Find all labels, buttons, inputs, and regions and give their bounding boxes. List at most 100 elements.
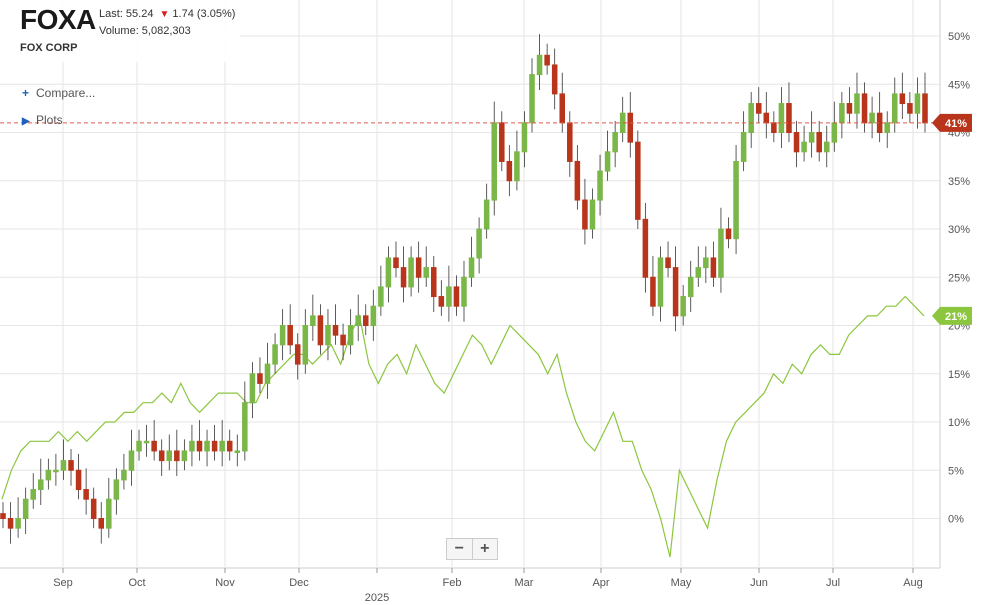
- zoom-control: − +: [446, 538, 498, 560]
- candle-body: [294, 344, 301, 365]
- candle-body: [559, 93, 566, 124]
- candle-body: [529, 74, 535, 124]
- candle: [166, 434, 173, 471]
- candle-body: [310, 315, 316, 327]
- candle: [869, 96, 875, 139]
- candle: [332, 304, 339, 345]
- y-tick-label: 50%: [948, 31, 970, 43]
- candle-body: [234, 450, 241, 453]
- candle: [529, 58, 535, 133]
- candle-body: [846, 103, 853, 114]
- candle-body: [544, 54, 550, 66]
- zoom-in-button[interactable]: +: [471, 539, 498, 559]
- candle: [453, 275, 460, 316]
- candle-body: [831, 122, 838, 143]
- candle-body: [725, 228, 732, 240]
- candle: [748, 91, 754, 148]
- candle: [892, 77, 898, 133]
- candle-body: [536, 54, 543, 76]
- candle: [725, 217, 732, 249]
- chart-overlays: 41% 21%: [0, 113, 972, 325]
- candle-body: [476, 228, 482, 259]
- candle-body: [325, 325, 331, 346]
- candle: [106, 477, 112, 538]
- candle: [98, 502, 105, 544]
- candle: [45, 458, 52, 490]
- candle: [438, 280, 445, 316]
- candle-body: [83, 489, 89, 500]
- candle: [884, 111, 890, 148]
- candle-body: [151, 440, 157, 452]
- candle: [113, 468, 120, 515]
- candle: [559, 72, 566, 133]
- candle: [521, 111, 528, 168]
- candle: [174, 429, 180, 477]
- candle-body: [861, 93, 868, 124]
- candle-body: [128, 450, 135, 471]
- candle-body: [740, 132, 747, 162]
- candle-body: [823, 141, 830, 153]
- candle: [189, 424, 195, 467]
- candle: [143, 424, 150, 457]
- compare-button[interactable]: + Compare...: [22, 86, 95, 100]
- candle-body: [839, 103, 845, 124]
- x-tick-label: Dec: [289, 577, 309, 589]
- candle: [136, 429, 142, 461]
- candle-body: [793, 132, 800, 153]
- candle: [635, 130, 641, 229]
- candle: [264, 342, 271, 399]
- zoom-out-button[interactable]: −: [454, 540, 464, 557]
- y-tick-label: 5%: [948, 465, 964, 477]
- candle-body: [514, 151, 520, 182]
- candle-body: [869, 112, 875, 124]
- candle: [302, 309, 309, 374]
- candle-body: [362, 315, 369, 327]
- candle-body: [30, 489, 36, 500]
- candle-body: [385, 257, 392, 288]
- plots-button[interactable]: ▶ Plots: [22, 113, 63, 127]
- candle-body: [786, 103, 792, 134]
- candle-body: [483, 199, 490, 230]
- candle-body: [408, 257, 414, 288]
- candle: [650, 256, 656, 316]
- price-last-label-shape: [932, 113, 972, 132]
- candle: [710, 241, 717, 287]
- candle-body: [332, 325, 339, 336]
- candle-body: [597, 170, 603, 201]
- price-last-label: 41%: [932, 113, 972, 132]
- candle-body: [506, 160, 513, 182]
- candle-body: [627, 112, 634, 143]
- candle-body: [393, 257, 399, 269]
- candle: [687, 260, 694, 312]
- candle: [816, 120, 822, 162]
- candle-body: [75, 469, 82, 491]
- candle: [325, 309, 331, 361]
- candle-body: [189, 440, 195, 452]
- x-tick-label: Oct: [128, 577, 145, 589]
- candle-body: [226, 440, 233, 452]
- x-tick-label: Apr: [592, 577, 609, 589]
- candle-body: [574, 160, 581, 201]
- y-tick-label: 45%: [948, 79, 970, 91]
- candle-body: [461, 276, 467, 307]
- candle: [385, 246, 392, 303]
- candle: [544, 43, 550, 75]
- candle: [680, 284, 686, 326]
- candle: [808, 111, 815, 158]
- candle-body: [801, 141, 807, 153]
- x-tick-label: Aug: [903, 577, 923, 589]
- candle: [740, 111, 747, 172]
- candle: [771, 111, 777, 143]
- candle: [22, 487, 29, 534]
- candle: [340, 323, 346, 361]
- candle: [491, 101, 497, 216]
- candle: [0, 502, 6, 529]
- candle-body: [257, 373, 263, 384]
- candle-body: [635, 141, 641, 220]
- quote-header: FOXA FOX CORP Last: 55.24 ▼ 1.74 (3.05%) …: [0, 0, 240, 62]
- candle-body: [121, 469, 127, 481]
- candle: [536, 34, 543, 91]
- candle: [7, 502, 14, 544]
